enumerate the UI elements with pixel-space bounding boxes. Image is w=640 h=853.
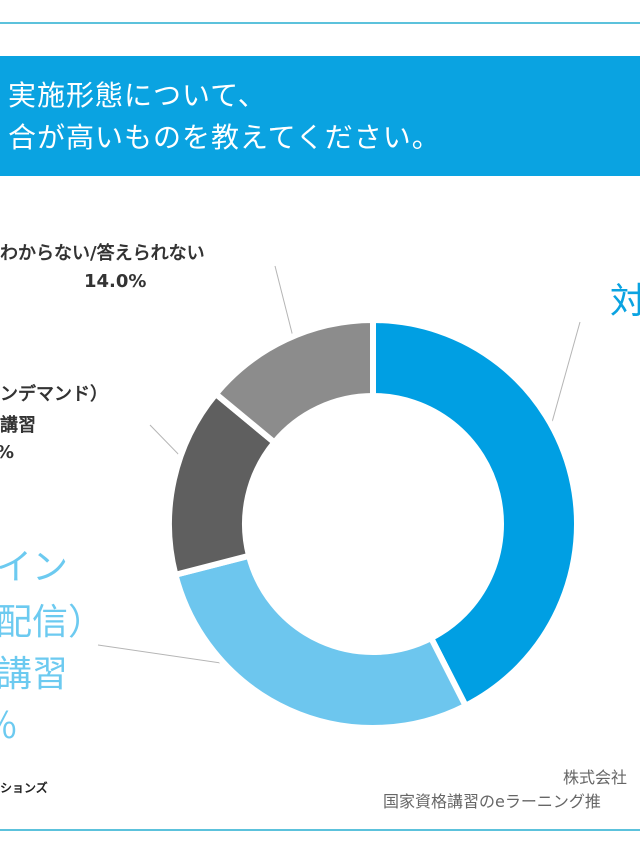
label-series-1-line-3: ％: [0, 697, 18, 749]
bottom-frame-line: [0, 829, 640, 831]
company-credit: ションズ: [0, 781, 48, 795]
label-series-2-line-2: %: [0, 442, 14, 463]
label-series-3-line-1: 14.0%: [84, 271, 147, 292]
label-series-0-line-0: 対: [610, 281, 640, 322]
label-series-3-line-0: わからない/答えられない: [0, 243, 205, 264]
donut-slice-1: [171, 552, 470, 731]
label-series-1-line-2: 講習: [0, 654, 69, 695]
question-line-1: 実施形態について、: [8, 79, 267, 112]
donut-slice-0: [370, 316, 580, 710]
label-series-2-line-0: ンデマンド）: [0, 384, 108, 405]
donut-slice-3: [211, 316, 376, 447]
question-banner: [0, 56, 640, 176]
source-line-1: 株式会社: [563, 768, 628, 787]
source-line-2: 国家資格講習のeラーニング推: [383, 792, 601, 811]
donut-slices: [166, 316, 580, 731]
label-series-1-line-1: 配信）: [0, 602, 105, 643]
top-frame-line: [0, 22, 640, 24]
label-series-2-line-1: 講習: [0, 415, 36, 436]
question-line-2: 合が高いものを教えてください。: [8, 121, 441, 154]
label-series-1-line-0: イン: [0, 547, 69, 588]
